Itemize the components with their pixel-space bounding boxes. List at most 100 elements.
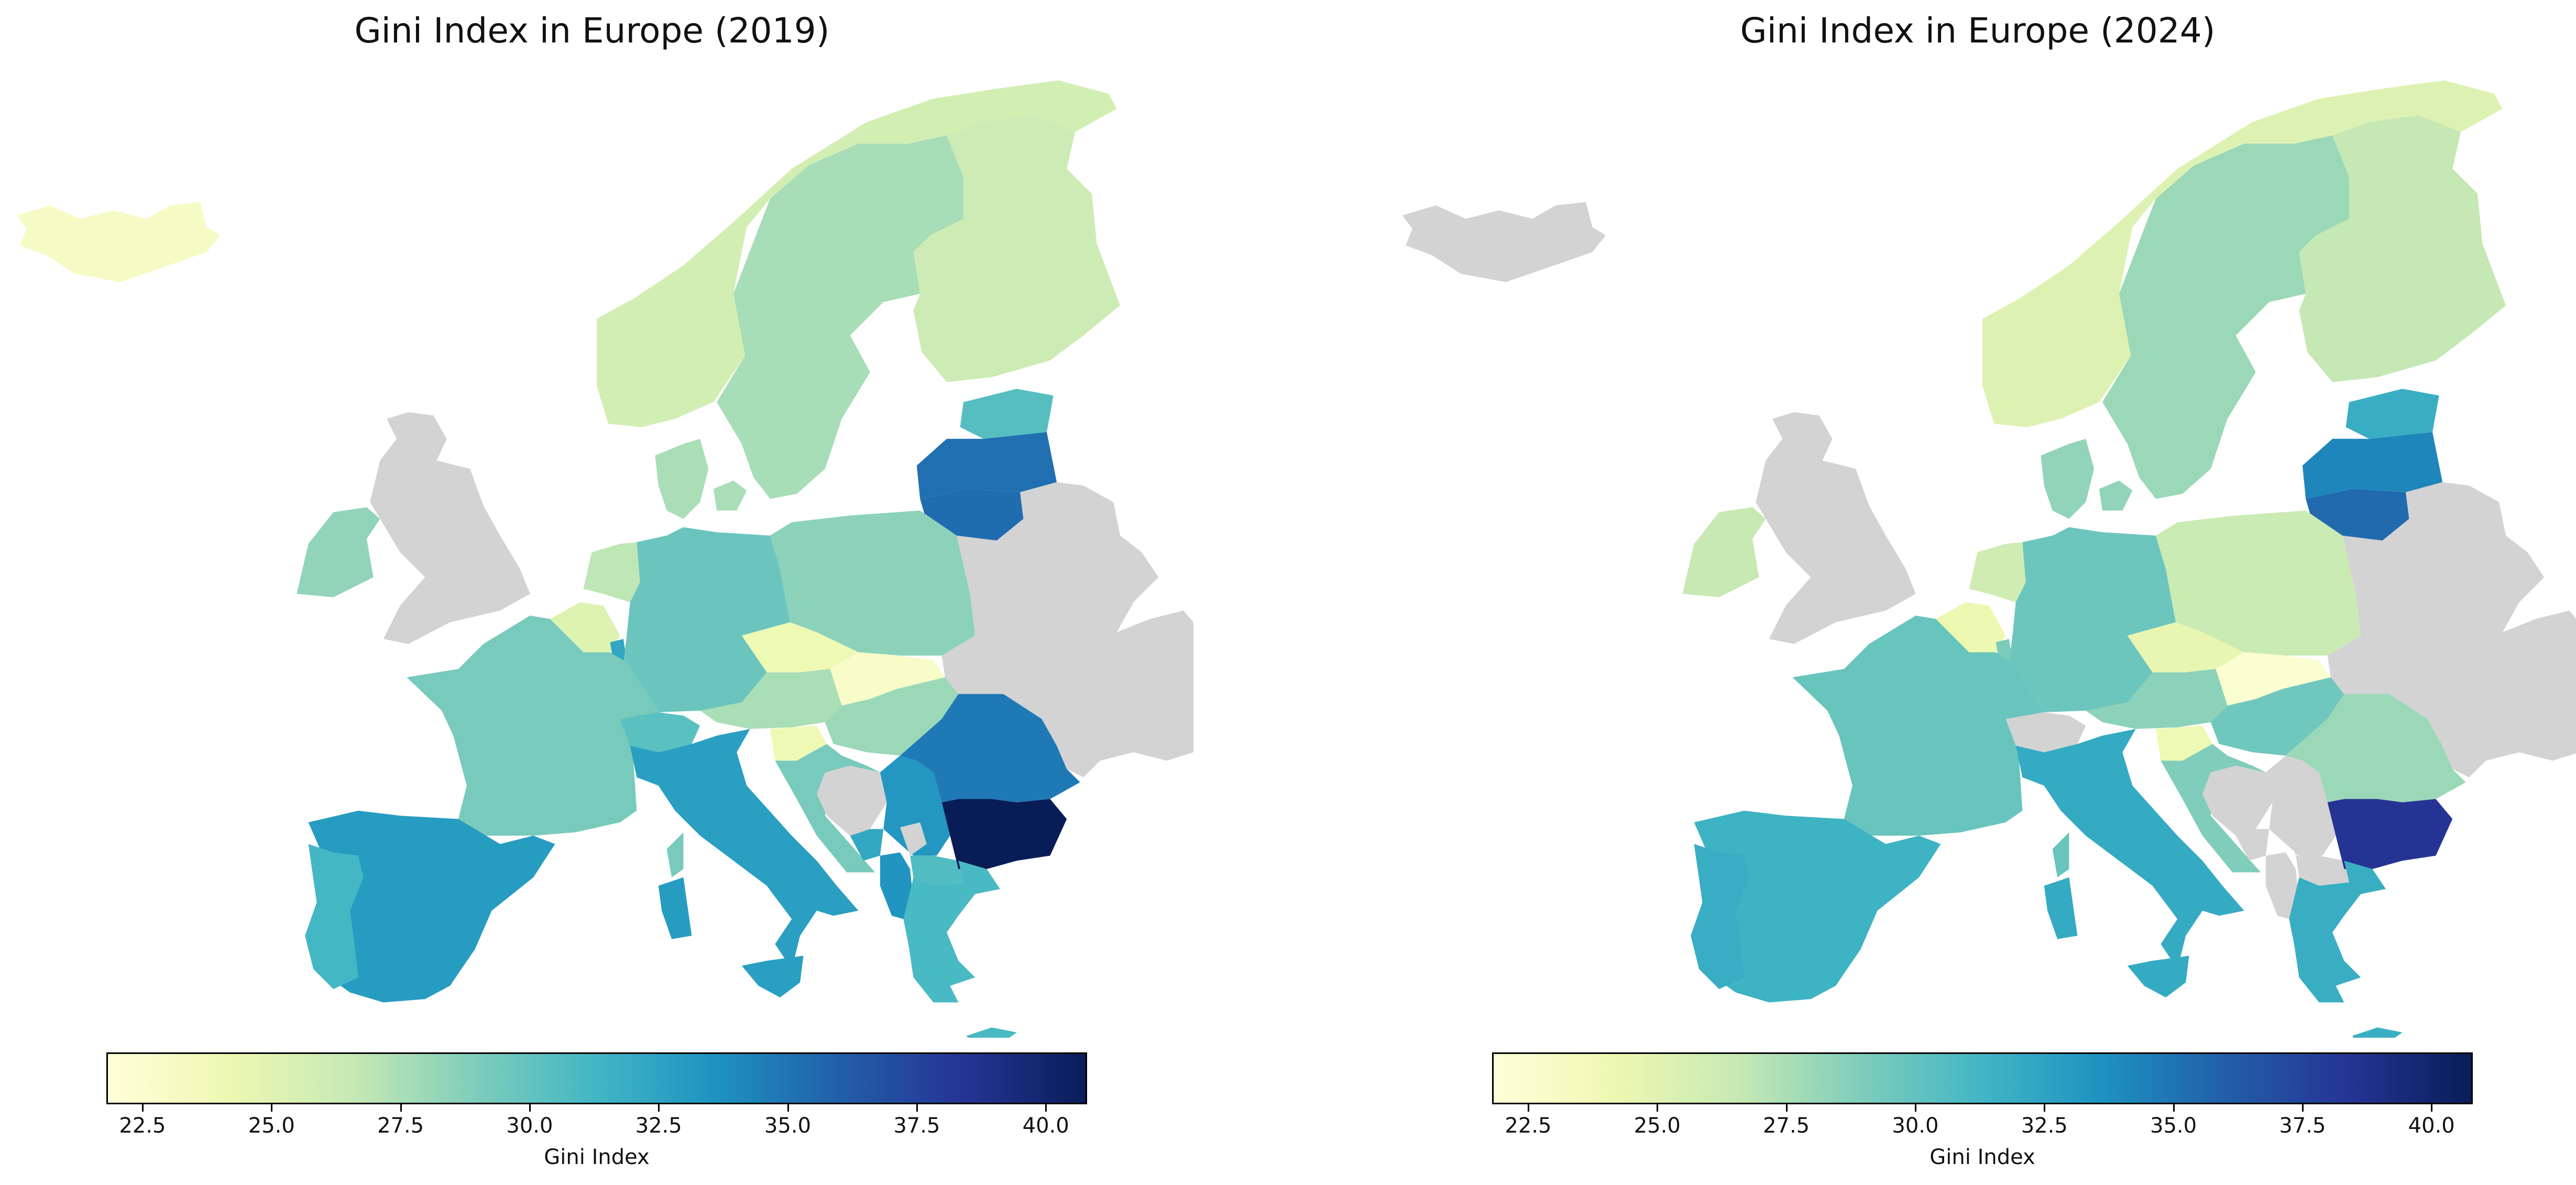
colorbar-tick-label: 30.0 [506,1114,553,1138]
region-greece [903,861,1000,1003]
colorbar-tick-label: 22.5 [1505,1114,1552,1138]
region-germany [2009,527,2176,713]
region-denmark [655,439,709,519]
region-lithuania [2306,488,2409,541]
region-bosnia-and-herzegovina [2202,765,2273,836]
region-albania [2265,852,2299,919]
region-slovakia [2216,652,2331,706]
region-latvia [2302,432,2443,499]
region-denmark [2041,439,2095,519]
region-bulgaria [2327,799,2453,869]
region-sicily [2127,955,2189,998]
colorbar-tick [1657,1104,1659,1112]
region-sweden [717,135,963,499]
colorbar-tick [529,1104,531,1112]
region-sardinia [658,877,692,939]
colorbar-tick [2301,1104,2304,1112]
region-denmark-zealand [713,480,747,511]
region-germany [623,527,791,713]
map-panel-2019: Gini Index in Europe (2019) 22.5 25.0 27.5… [0,0,1268,1185]
region-finland [913,115,1121,383]
region-ukraine [941,610,1193,778]
region-sicily [741,955,804,998]
region-ukraine [2327,610,2576,778]
colorbar-tick [658,1104,660,1112]
colorbar-tick-label: 25.0 [1634,1114,1681,1138]
region-moldova [2427,719,2470,778]
colorbar-label: Gini Index [1930,1145,2035,1169]
region-czechia [2127,622,2244,672]
region-iceland [1402,202,1606,282]
colorbar-tick-label: 30.0 [1892,1114,1939,1138]
colorbar-tick-label: 32.5 [2021,1114,2068,1138]
region-poland [2155,510,2361,656]
region-moldova [1042,719,1084,778]
colorbar-tick [2173,1104,2175,1112]
colorbar-tick [271,1104,273,1112]
region-spain [308,810,555,1003]
region-sweden [2102,135,2349,499]
region-kosovo [900,822,927,856]
region-belgium [550,602,620,653]
region-north-macedonia [910,855,963,886]
region-hungary [825,677,959,756]
region-greece [2289,861,2386,1003]
region-lithuania [920,488,1024,541]
region-norway [1982,80,2503,428]
region-united-kingdom [1756,412,1916,644]
region-portugal [305,844,364,990]
colorbar-tick [2044,1104,2046,1112]
colorbar-tick-label: 25.0 [248,1114,295,1138]
region-slovenia [770,725,827,761]
region-united-kingdom [370,412,530,644]
region-serbia [880,755,950,856]
colorbar-tick [1785,1104,1788,1112]
colorbar-tick [1527,1104,1529,1112]
region-latvia [916,432,1057,499]
region-montenegro [850,829,884,861]
colorbar-tick [1045,1104,1047,1112]
region-romania [2286,694,2466,802]
colorbar-tick [400,1104,402,1112]
region-finland [2299,115,2506,383]
region-romania [900,694,1080,802]
region-czechia [741,622,859,672]
region-corsica [2052,832,2069,878]
region-albania [880,852,914,919]
region-bulgaria [941,799,1067,869]
region-hungary [2210,677,2344,756]
region-poland [770,510,975,656]
region-sardinia [2044,877,2078,939]
region-slovakia [830,652,945,706]
region-kosovo [2286,822,2312,856]
region-estonia [960,388,1054,439]
region-ireland [297,507,380,597]
colorbar-tick [141,1104,144,1112]
region-denmark-zealand [2099,480,2133,511]
region-italy [2015,729,2244,970]
colorbar-tick-label: 35.0 [2150,1114,2197,1138]
colorbar-tick-label: 22.5 [119,1114,166,1138]
region-italy [630,729,859,970]
choropleth-map [16,80,1193,1038]
region-ireland [1682,507,1766,597]
colorbar-label: Gini Index [544,1145,650,1169]
colorbar-tick [787,1104,789,1112]
region-serbia [2265,755,2336,856]
colorbar-tick-label: 37.5 [893,1114,940,1138]
choropleth-map [1402,80,2576,1038]
colorbar-tick-label: 32.5 [635,1114,682,1138]
region-switzerland [2005,712,2086,753]
region-france [1792,615,2044,836]
map-title: Gini Index in Europe (2024) [1740,10,2216,51]
region-montenegro [2235,829,2270,861]
region-bosnia-and-herzegovina [816,765,887,836]
region-netherlands [1969,542,2026,603]
colorbar [1492,1052,2473,1104]
region-corsica [666,832,684,878]
colorbar-tick-label: 40.0 [2408,1114,2455,1138]
region-estonia [2345,388,2439,439]
map-panel-2024: Gini Index in Europe (2024) 22.5 25.0 27.5… [1386,0,2576,1185]
region-austria [2086,669,2228,729]
region-belarus [2342,482,2545,644]
